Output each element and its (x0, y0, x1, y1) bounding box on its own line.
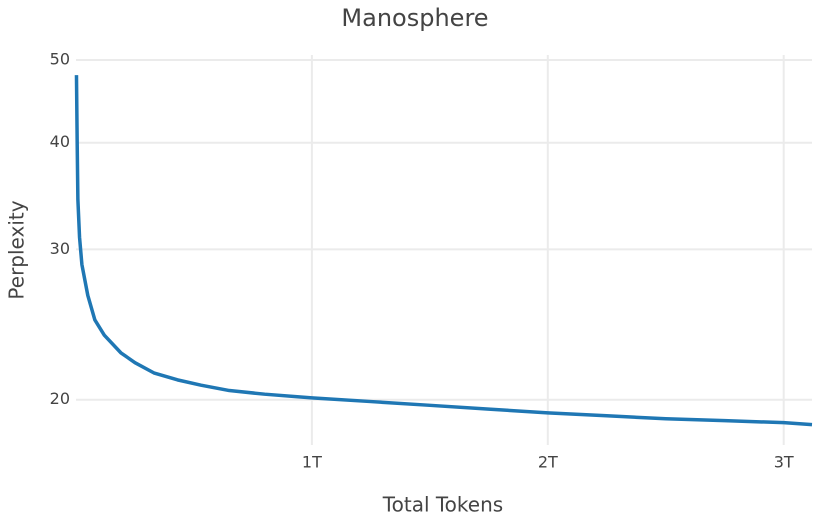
y-axis-label: Perplexity (5, 200, 29, 299)
x-tick-label: 3T (774, 453, 794, 472)
y-tick-label: 40 (50, 132, 70, 151)
x-tick-label: 2T (538, 453, 558, 472)
data-line (74, 75, 813, 427)
y-tick-label: 50 (50, 50, 70, 69)
x-tick-label: 1T (302, 453, 322, 472)
x-axis-label: Total Tokens (382, 493, 503, 517)
y-tick-label: 20 (50, 389, 70, 408)
y-tick-label: 30 (50, 239, 70, 258)
chart-title: Manosphere (341, 4, 488, 32)
